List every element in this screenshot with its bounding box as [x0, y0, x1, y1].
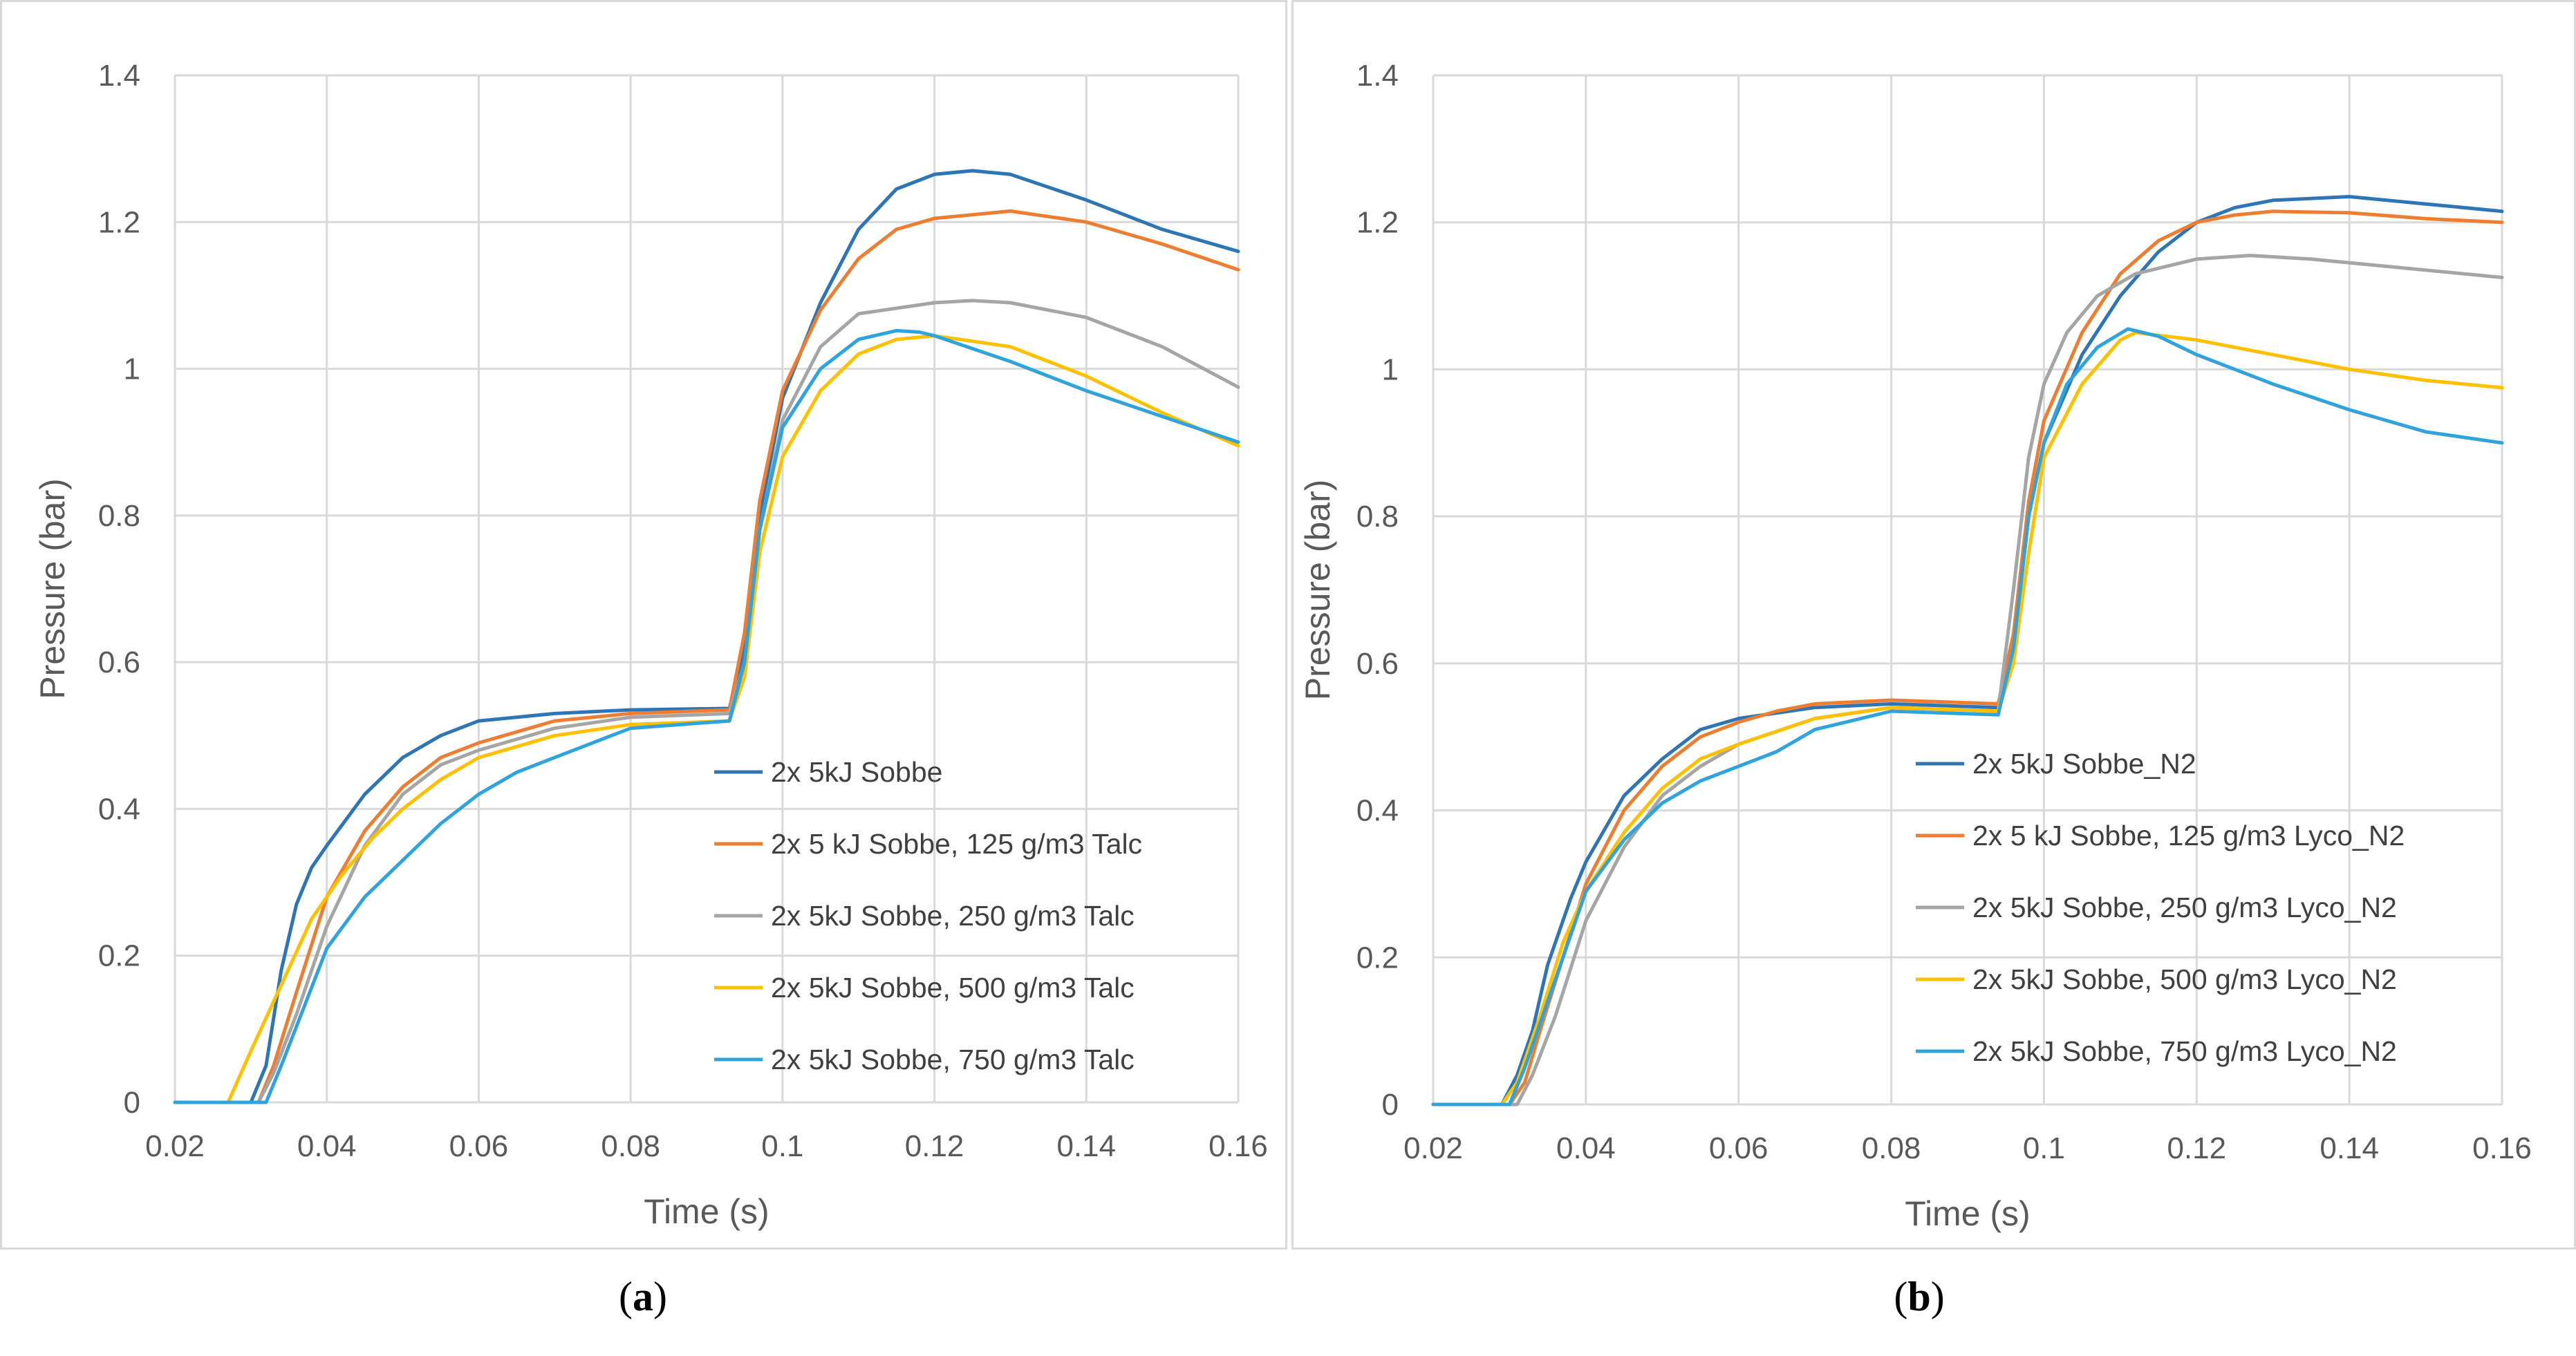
- chart-a-xtick-label: 0.06: [449, 1129, 509, 1163]
- chart-b-xtick-label: 0.12: [2167, 1131, 2226, 1165]
- chart-b-xtick-label: 0.08: [1862, 1131, 1921, 1165]
- caption-a-letter: a: [633, 1274, 653, 1319]
- chart-panel-b: 0.02 0.04 0.06 0.08 0.1 0.12 0.14 0.16 0 0.2 0.4 0.…: [1291, 0, 2576, 1250]
- chart-b-ytick-label: 1.4: [1356, 59, 1399, 93]
- chart-a-ytick-label: 1.4: [98, 59, 140, 93]
- chart-a-xtick-label: 0.16: [1208, 1129, 1268, 1163]
- chart-b-xtick-label: 0.02: [1403, 1131, 1463, 1165]
- chart-a-xtick-label: 0.1: [761, 1129, 803, 1163]
- chart-a-ytick-label: 0: [124, 1086, 140, 1120]
- chart-a-series-line-1: [173, 209, 1240, 1104]
- chart-a-legend-label-2: 2x 5kJ Sobbe, 250 g/m3 Talc: [771, 900, 1135, 932]
- chart-b-legend-label-4: 2x 5kJ Sobbe, 750 g/m3 Lyco_N2: [1972, 1035, 2397, 1067]
- chart-a-ytick-label: 0.4: [98, 792, 140, 826]
- caption-b: (b): [1850, 1273, 1988, 1321]
- chart-b-ytick-label: 1.2: [1356, 206, 1399, 240]
- chart-a-series-line-4: [173, 328, 1240, 1104]
- chart-b-ytick-label: 0.2: [1356, 941, 1399, 974]
- chart-b-xtick-label: 0.14: [2320, 1131, 2379, 1165]
- chart-a-y-axis-title: Pressure (bar): [33, 478, 72, 699]
- chart-a-legend-label-4: 2x 5kJ Sobbe, 750 g/m3 Talc: [771, 1044, 1135, 1075]
- chart-b-ytick-label: 0.4: [1356, 794, 1399, 828]
- chart-b-legend-label-2: 2x 5kJ Sobbe, 250 g/m3 Lyco_N2: [1972, 892, 2397, 923]
- chart-a-xtick-label: 0.04: [297, 1129, 357, 1163]
- chart-b-xtick-label: 0.06: [1709, 1131, 1768, 1165]
- caption-b-letter: b: [1907, 1274, 1931, 1319]
- chart-a-xtick-label: 0.08: [601, 1129, 660, 1163]
- chart-b-legend-label-3: 2x 5kJ Sobbe, 500 g/m3 Lyco_N2: [1972, 963, 2397, 995]
- chart-a-xtick-label: 0.14: [1056, 1129, 1116, 1163]
- chart-a-xtick-label: 0.12: [905, 1129, 964, 1163]
- chart-panel-a: 0.02 0.04 0.06 0.08 0.1 0.12 0.14 0.16 0 0.2 0.4 0.…: [0, 0, 1287, 1250]
- chart-a-x-axis-title: Time (s): [644, 1192, 769, 1231]
- chart-b-legend-label-0: 2x 5kJ Sobbe_N2: [1972, 748, 2196, 780]
- chart-a-ytick-label: 0.6: [98, 646, 140, 679]
- caption-b-close: ): [1930, 1274, 1945, 1319]
- chart-b-ytick-label: 0.6: [1356, 647, 1399, 681]
- chart-a-legend-label-1: 2x 5 kJ Sobbe, 125 g/m3 Talc: [771, 828, 1142, 860]
- caption-a-open: (: [619, 1274, 633, 1319]
- chart-a-ytick-label: 0.2: [98, 939, 140, 973]
- chart-b-svg: 0.02 0.04 0.06 0.08 0.1 0.12 0.14 0.16 0 0.2 0.4 0.…: [1298, 59, 2532, 1233]
- chart-a-series-line-3: [173, 334, 1240, 1104]
- chart-a-series-line-2: [173, 299, 1240, 1104]
- chart-b-xtick-label: 0.16: [2472, 1131, 2532, 1165]
- chart-a-ytick-label: 1: [124, 352, 140, 386]
- chart-a-ytick-label: 1.2: [98, 205, 140, 239]
- chart-a-ytick-label: 0.8: [98, 499, 140, 533]
- chart-b-ytick-label: 1: [1382, 352, 1399, 386]
- caption-b-open: (: [1894, 1274, 1908, 1319]
- chart-b-y-axis-title: Pressure (bar): [1298, 480, 1337, 701]
- chart-b-ytick-label: 0: [1382, 1088, 1399, 1122]
- chart-a-legend-label-3: 2x 5kJ Sobbe, 500 g/m3 Talc: [771, 972, 1135, 1004]
- chart-a-svg: 0.02 0.04 0.06 0.08 0.1 0.12 0.14 0.16 0 0.2 0.4 0.…: [33, 59, 1268, 1231]
- chart-b-xtick-label: 0.1: [2023, 1131, 2065, 1165]
- chart-b-ytick-label: 0.8: [1356, 500, 1399, 534]
- chart-b-series-line-4: [1431, 327, 2504, 1107]
- caption-a: (a): [574, 1273, 712, 1321]
- chart-a-xtick-label: 0.02: [145, 1129, 205, 1163]
- chart-b-x-axis-title: Time (s): [1905, 1194, 2030, 1233]
- chart-b-xtick-label: 0.04: [1556, 1131, 1616, 1165]
- caption-a-close: ): [653, 1274, 667, 1319]
- chart-b-series-line-0: [1431, 195, 2504, 1107]
- chart-a-series-line-0: [173, 169, 1240, 1104]
- chart-a-legend-label-0: 2x 5kJ Sobbe: [771, 756, 942, 788]
- chart-b-series-line-3: [1431, 330, 2504, 1107]
- chart-b-legend-label-1: 2x 5 kJ Sobbe, 125 g/m3 Lyco_N2: [1972, 820, 2405, 851]
